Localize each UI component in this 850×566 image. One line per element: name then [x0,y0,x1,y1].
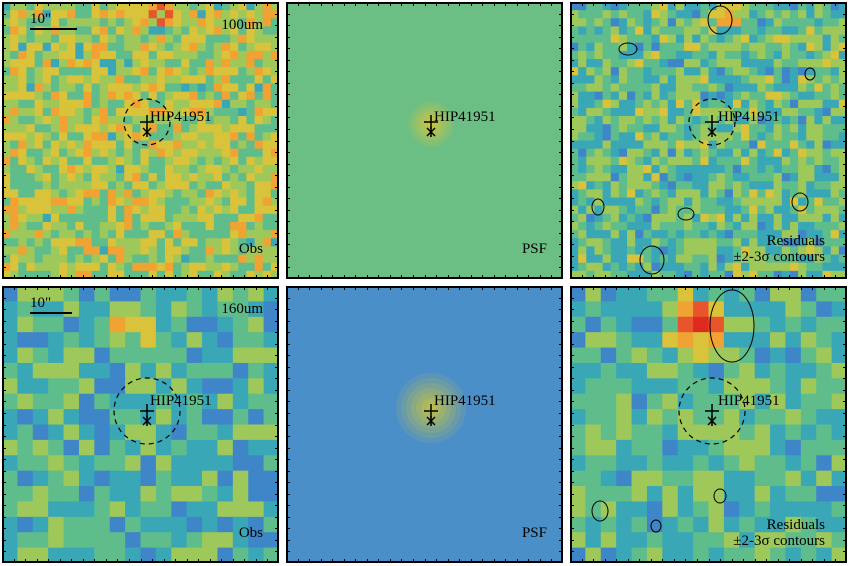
residual-map-100um [570,2,847,279]
panel-type-label: PSF [521,241,547,257]
target-label: HIP41951 [434,393,496,409]
scale-bar-label: 10" [30,295,52,311]
panel-type-label: Obs [238,525,263,541]
residuals-label: Residuals [766,516,825,533]
contours-label: ±2-3σ contours [733,248,825,265]
residual-map-160um [570,286,847,563]
band-label: 160um [221,301,263,317]
panel-100um-psf: HIP41951 PSF [286,2,563,279]
panel-type-label: Residuals ±2-3σ contours [733,233,825,265]
panel-160um-obs: 10" 160um HIP41951 Obs [2,286,279,563]
panel-type-label: Residuals ±2-3σ contours [733,517,825,549]
target-label: HIP41951 [718,109,780,125]
band-label: 100um [221,17,263,33]
contours-label: ±2-3σ contours [733,532,825,549]
panel-100um-obs: 10" 100um HIP41951 Obs [2,2,279,279]
target-label: HIP41951 [718,393,780,409]
target-label: HIP41951 [434,109,496,125]
target-label: HIP41951 [150,393,212,409]
psf-map-100um [286,2,563,279]
panel-160um-residuals: HIP41951 Residuals ±2-3σ contours [570,286,847,563]
panel-160um-psf: HIP41951 PSF [286,286,563,563]
panel-100um-residuals: HIP41951 Residuals ±2-3σ contours [570,2,847,279]
psf-map-160um [286,286,563,563]
residuals-label: Residuals [766,232,825,249]
scale-bar-label: 10" [30,11,52,27]
target-label: HIP41951 [150,109,212,125]
panel-type-label: PSF [521,525,547,541]
obs-map-160um [2,286,279,563]
panel-type-label: Obs [238,241,263,257]
obs-map-100um [2,2,279,279]
